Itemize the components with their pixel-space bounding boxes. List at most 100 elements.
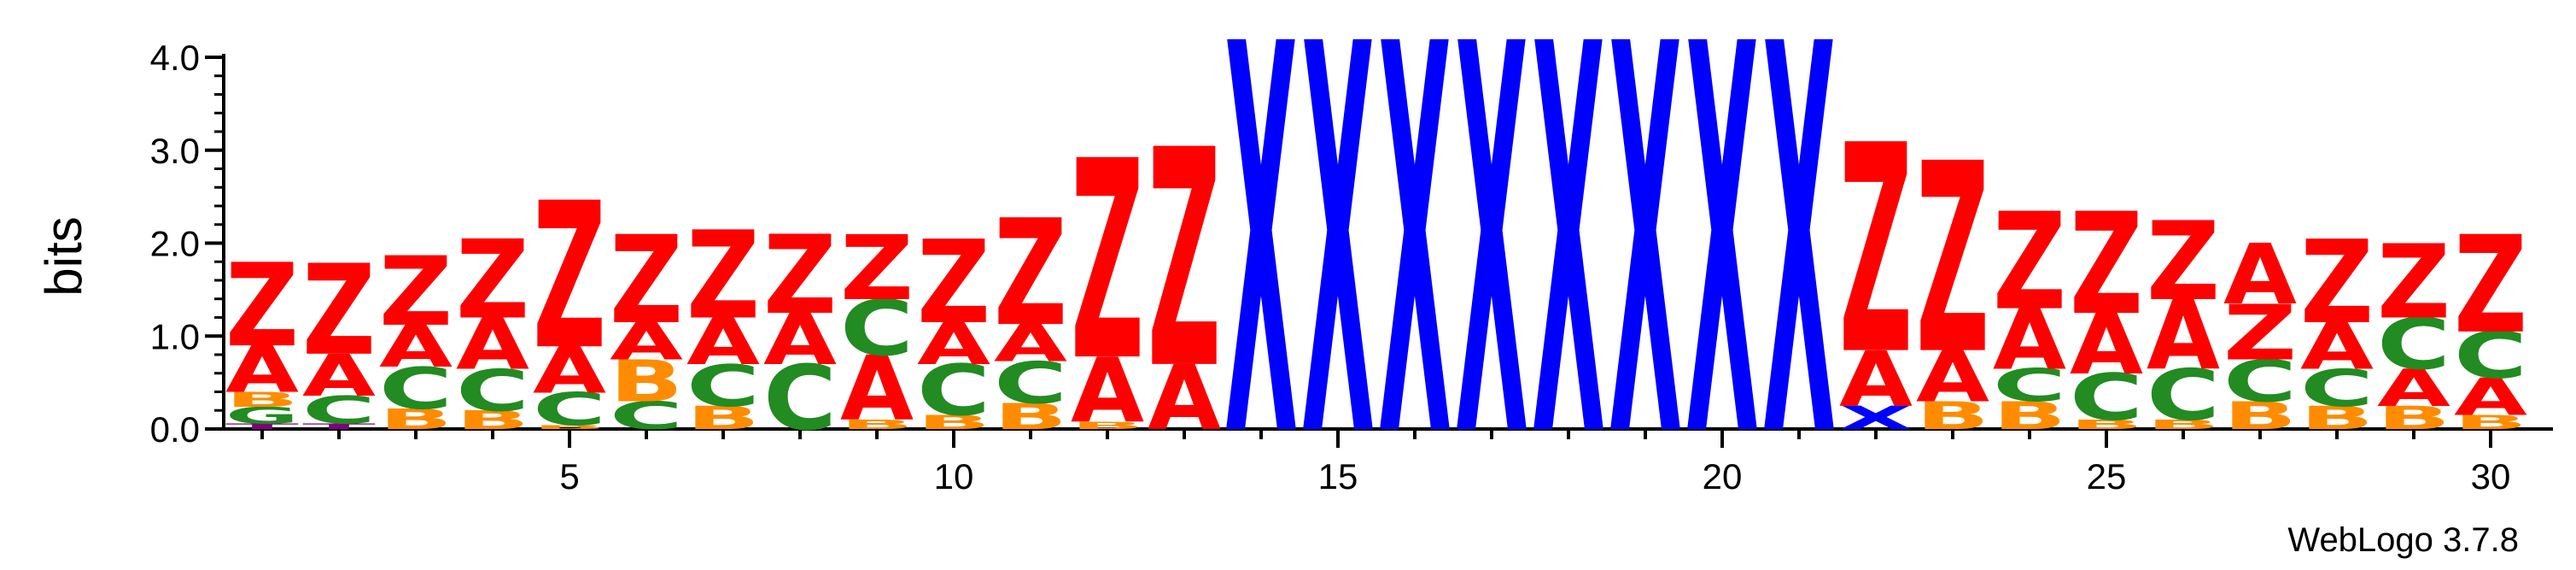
logo-glyph-c: C (2223, 348, 2297, 415)
logo-glyph-a: A (2377, 359, 2450, 419)
weblogo-credit: WebLogo 3.7.8 (2287, 521, 2519, 559)
logo-glyph-a: A (2070, 297, 2143, 393)
logo-glyph-a: A (1993, 291, 2066, 388)
logo-glyph-a: A (610, 313, 683, 373)
logo-glyph-b: B (2300, 399, 2374, 436)
logo-glyph-z: Z (2454, 207, 2527, 363)
position-stack: X (1378, 0, 1452, 555)
logo-glyph-z: Z (533, 160, 606, 394)
logo-glyph-z: Z (379, 237, 453, 348)
x-tick-label: 30 (2471, 456, 2511, 497)
logo-glyph-z: Z (225, 239, 299, 373)
logo-glyph-b: B (1993, 394, 2066, 438)
y-tick-label: 0.0 (150, 409, 200, 450)
x-tick-label: 20 (1703, 456, 1743, 497)
position-stack: XAZ (1839, 85, 1913, 437)
logo-glyph-x: X (1378, 0, 1452, 555)
logo-glyph-z: Z (686, 205, 760, 346)
logo-glyph-c: C (610, 394, 683, 438)
logo-stacks: TGBAZTCAZBCAZBCAZBCAZCBAZBCAZCAZBACZBCAZ… (225, 0, 2527, 555)
axes: 0.0 1.0 2.0 3.0 4.0 5 10 15 20 25 30 (150, 38, 2553, 497)
logo-glyph-t: T (302, 422, 376, 431)
logo-glyph-x: X (1839, 400, 1913, 437)
x-tick-label: 10 (934, 456, 974, 497)
logo-glyph-b: B (994, 397, 1067, 438)
logo-glyph-a: A (2223, 226, 2297, 323)
logo-glyph-c: C (533, 385, 606, 436)
logo-glyph-z: Z (302, 239, 376, 384)
x-tick-label: 25 (2087, 456, 2127, 497)
logo-glyph-c: C (994, 350, 1067, 417)
logo-glyph-c: C (2377, 303, 2450, 385)
logo-glyph-x: X (1532, 0, 1605, 555)
logo-glyph-g: G (225, 403, 299, 429)
logo-glyph-a: A (1916, 337, 1990, 419)
logo-glyph-a: A (456, 304, 530, 386)
y-tick-label: 2.0 (150, 224, 200, 264)
logo-glyph-b: B (1071, 420, 1144, 432)
position-stack: X (1301, 0, 1375, 555)
logo-glyph-c: C (840, 284, 914, 373)
logo-glyph-b: B (533, 424, 606, 430)
position-stack: CAZ (763, 212, 838, 450)
x-tick-label: 15 (1318, 456, 1358, 497)
logo-glyph-z: Z (610, 210, 683, 351)
logo-glyph-z: Z (2070, 183, 2143, 346)
logo-glyph-b: B (2377, 399, 2450, 436)
logo-glyph-b: B (2070, 417, 2143, 432)
logo-glyph-c: C (686, 352, 760, 420)
logo-glyph-a: A (1839, 334, 1913, 424)
logo-glyph-a: A (379, 314, 453, 380)
y-tick-label: 4.0 (150, 38, 200, 78)
logo-glyph-c: C (2454, 320, 2527, 393)
logo-glyph-b: B (686, 399, 760, 436)
logo-glyph-a: A (533, 334, 606, 408)
logo-glyph-c: C (1993, 361, 2066, 412)
logo-glyph-x: X (1301, 0, 1375, 555)
logo-glyph-a: A (2454, 368, 2527, 428)
logo-glyph-a: A (917, 311, 990, 378)
logo-glyph-x: X (1762, 0, 1836, 555)
logo-glyph-a: A (840, 338, 914, 441)
position-stack: X (1685, 0, 1759, 555)
logo-glyph-a: A (763, 299, 838, 381)
logo-glyph-b: B (225, 388, 299, 412)
logo-glyph-z: Z (840, 217, 914, 320)
logo-glyph-c: C (2147, 355, 2220, 437)
logo-glyph-a: A (2147, 281, 2220, 391)
logo-glyph-b: B (1916, 394, 1989, 438)
logo-glyph-b: B (610, 348, 683, 414)
position-stack: X (1455, 0, 1528, 555)
position-stack: X (1609, 0, 1682, 555)
logo-glyph-a: A (1071, 339, 1144, 443)
y-tick-label: 3.0 (150, 131, 200, 171)
position-stack: BAZ (1071, 103, 1144, 443)
logo-glyph-c: C (763, 347, 837, 450)
logo-glyph-z: Z (763, 212, 837, 338)
logo-glyph-z: Z (2223, 289, 2297, 378)
logo-glyph-b: B (2147, 417, 2220, 432)
position-stack: X (1532, 0, 1605, 555)
logo-glyph-z: Z (2377, 224, 2450, 342)
logo-glyph-z: Z (2300, 216, 2374, 350)
logo-glyph-z: Z (1071, 103, 1144, 421)
logo-glyph-z: Z (1839, 85, 1913, 418)
logo-glyph-b: B (2223, 394, 2297, 438)
logo-glyph-a: A (994, 314, 1067, 374)
y-tick-label: 1.0 (150, 316, 200, 356)
position-stack: AZ (1148, 85, 1221, 450)
logo-glyph-c: C (917, 350, 990, 432)
logo-glyph-c: C (379, 356, 453, 423)
